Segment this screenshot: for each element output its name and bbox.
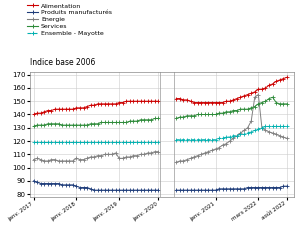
Legend: Alimentation, Produits manufacturés, Energie, Services, Ensemble - Mayotte: Alimentation, Produits manufacturés, Ene… xyxy=(27,3,112,36)
Text: Indice base 2006: Indice base 2006 xyxy=(30,58,95,67)
